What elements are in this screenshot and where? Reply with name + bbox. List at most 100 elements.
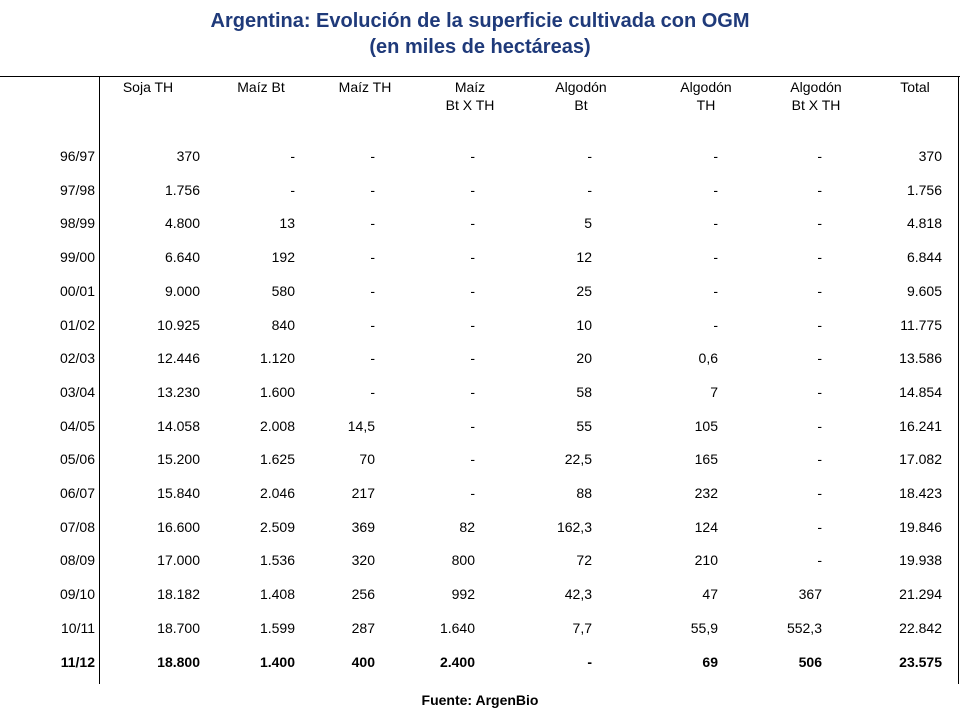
table-cell: 287 (351, 619, 375, 636)
table-cell: 72 (576, 552, 592, 569)
table-cell: 256 (351, 586, 375, 603)
table-right-rule (958, 76, 959, 684)
row-label: 08/09 (59, 552, 95, 569)
table-cell: 232 (694, 485, 718, 501)
row-label: 04/05 (59, 417, 95, 434)
table-cell: 42,3 (564, 586, 592, 603)
title-line-1: Argentina: Evolución de la superficie cu… (210, 10, 750, 32)
row-label: 07/08 (59, 518, 95, 535)
row-label: 05/06 (59, 451, 95, 468)
table-cell: 580 (271, 282, 295, 299)
table-cell: - (470, 451, 475, 468)
row-label: 96/97 (59, 148, 95, 164)
table-cell: 1.640 (439, 619, 475, 636)
table-cell: 55 (576, 417, 592, 434)
table-cell: 992 (451, 586, 475, 603)
table-cell: 19.938 (899, 552, 942, 569)
table-cell: 2.509 (259, 518, 295, 535)
table-cell: 2.008 (259, 417, 295, 434)
table-cell: 9.605 (906, 282, 942, 299)
table-cell: 7,7 (572, 619, 592, 636)
table-cell: - (587, 148, 592, 164)
table-cell: - (470, 282, 475, 299)
table-cell: 12 (576, 249, 592, 266)
table-cell: 370 (176, 148, 200, 164)
table-cell: 15.840 (157, 485, 200, 501)
table-cell: 367 (798, 586, 822, 603)
table-cell: - (817, 181, 822, 198)
table-cell: 192 (271, 249, 295, 266)
table-cell: 6.844 (906, 249, 942, 266)
table-cell: 162,3 (556, 518, 592, 535)
table-cell: 6.640 (164, 249, 200, 266)
row-label: 10/11 (61, 619, 95, 636)
table-top-rule (0, 76, 960, 77)
table-cell: - (587, 653, 592, 670)
row-label: 99/00 (59, 249, 95, 266)
table-cell: 16.241 (899, 417, 942, 434)
table-cell: - (817, 383, 822, 400)
table-cell: 165 (694, 451, 718, 468)
table-cell: - (713, 316, 718, 333)
table-cell: 370 (918, 148, 942, 164)
table-cell: 369 (351, 518, 375, 535)
row-label: 03/04 (59, 383, 95, 400)
table-cell: 21.294 (899, 586, 942, 603)
table-title: Argentina: Evolución de la superficie cu… (0, 8, 960, 60)
table-cell: - (370, 249, 375, 266)
table-cell: - (370, 316, 375, 333)
row-label: 06/07 (59, 485, 95, 501)
table-cell: 1.756 (906, 181, 942, 198)
table-cell: 18.423 (899, 485, 942, 501)
table-cell: - (370, 148, 375, 164)
table-cell: - (817, 316, 822, 333)
column-header: Maíz Bt (237, 79, 285, 95)
table-cell: 18.700 (157, 619, 200, 636)
table-cell: 18.182 (157, 586, 200, 603)
table-cell: 2.046 (259, 485, 295, 501)
table-cell: - (713, 148, 718, 164)
table-cell: - (370, 350, 375, 367)
table-cell: 11.775 (900, 316, 942, 333)
table-cell: 55,9 (690, 619, 718, 636)
table-cell: 1.756 (164, 181, 200, 198)
table-cell: - (470, 215, 475, 232)
table-cell: 1.600 (259, 383, 295, 400)
column-header: Algodón TH (680, 79, 732, 113)
table-cell: - (713, 215, 718, 232)
table-cell: 4.818 (906, 215, 942, 232)
table-cell: 124 (694, 518, 718, 535)
row-label: 11/12 (60, 653, 95, 670)
data-table: Soja TH Maíz Bt Maíz TH Maíz Bt X TH Algodón… (0, 76, 960, 684)
table-cell: - (470, 249, 475, 266)
row-label: 01/02 (59, 316, 95, 333)
table-label-divider (99, 76, 100, 684)
table-cell: 13.586 (899, 350, 942, 367)
table-cell: 23.575 (899, 653, 942, 670)
row-label: 97/98 (59, 181, 95, 198)
column-header: Maíz TH (338, 79, 392, 95)
table-cell: 7 (710, 383, 718, 400)
table-cell: - (817, 282, 822, 299)
table-cell: 15.200 (157, 451, 200, 468)
row-label: 02/03 (59, 350, 95, 367)
row-label: 09/10 (59, 586, 95, 603)
table-cell: 58 (576, 383, 592, 400)
table-cell: 12.446 (157, 350, 200, 367)
table-cell: - (470, 485, 475, 501)
table-cell: - (817, 485, 822, 501)
table-cell: - (290, 148, 295, 164)
column-header: Algodón Bt (555, 79, 607, 113)
table-cell: - (370, 282, 375, 299)
table-cell: 105 (694, 417, 718, 434)
table-cell: 20 (576, 350, 592, 367)
table-cell: 25 (576, 282, 592, 299)
table-cell: 320 (351, 552, 375, 569)
table-cell: 506 (798, 653, 822, 670)
row-label: 98/99 (59, 215, 95, 232)
table-cell: - (290, 181, 295, 198)
table-cell: 210 (694, 552, 718, 569)
table-cell: - (817, 215, 822, 232)
table-cell: - (817, 518, 822, 535)
table-cell: 1.599 (259, 619, 295, 636)
